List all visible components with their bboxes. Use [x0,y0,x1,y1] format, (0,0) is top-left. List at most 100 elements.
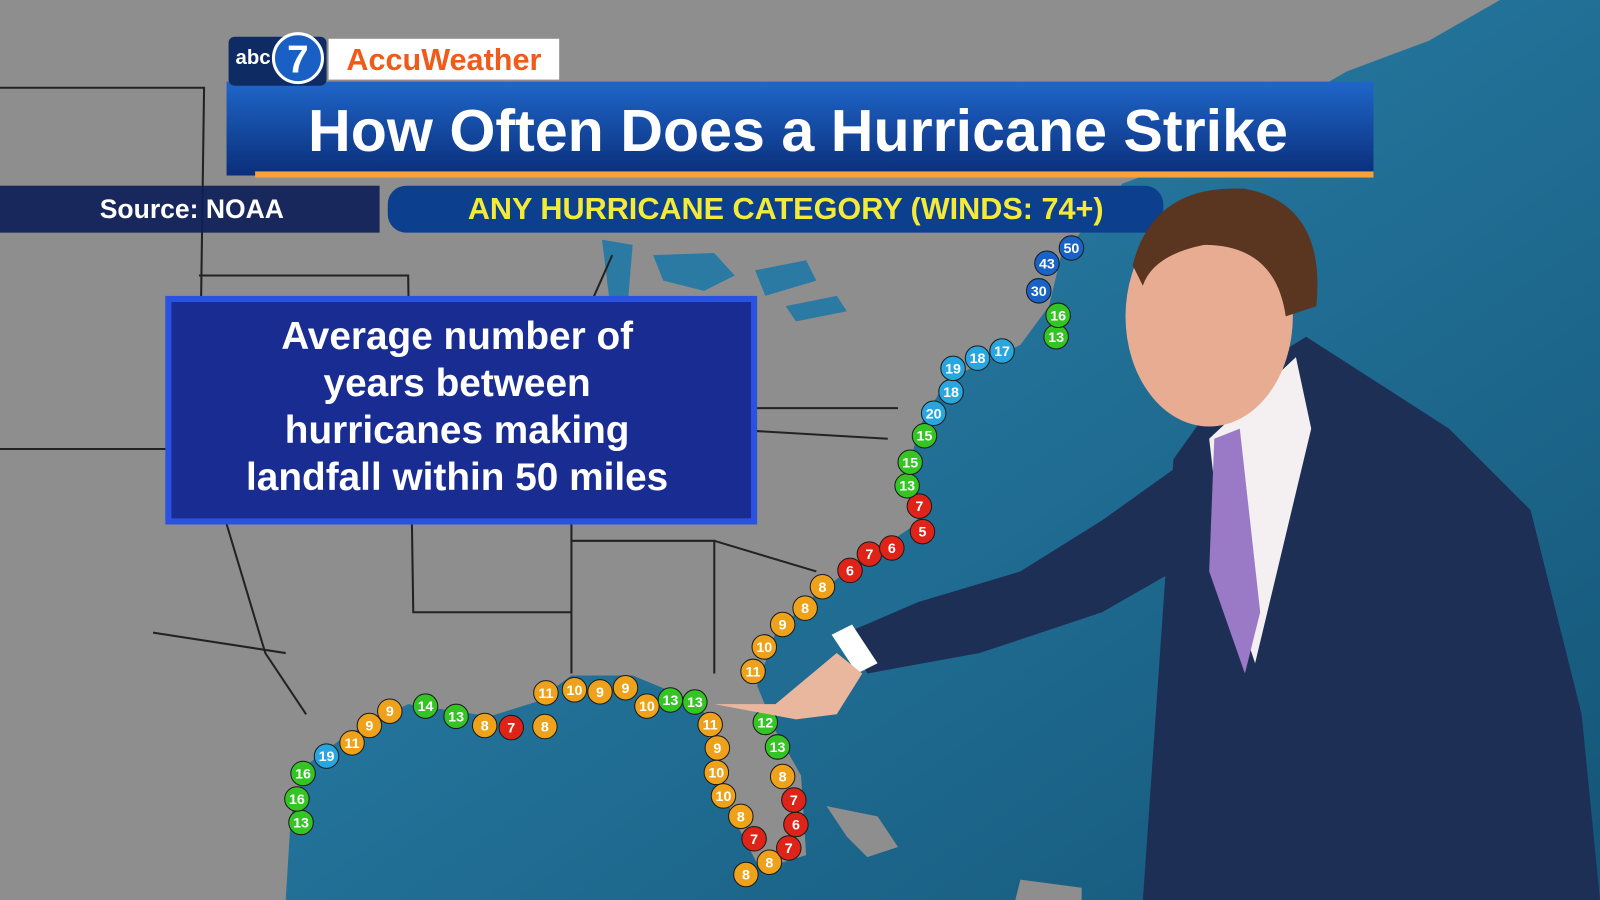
marker-label: 15 [902,455,918,471]
marker-label: 9 [779,618,787,634]
marker-label: 16 [289,792,305,808]
marker-label: 43 [1039,256,1055,272]
marker-label: 10 [708,765,724,781]
marker-label: 17 [994,344,1010,360]
marker-label: 7 [507,721,515,737]
marker-dot [284,786,310,812]
marker-dot [776,835,802,861]
info-line: hurricanes making [285,409,630,452]
marker-label: 8 [737,809,745,825]
marker-label: 9 [596,685,604,701]
marker-dot [587,679,613,705]
marker-label: 13 [1048,330,1064,346]
brand: AccuWeather [346,43,541,77]
source-bar [0,185,380,233]
marker-label: 11 [538,686,553,702]
marker-dot [769,611,796,638]
marker-dot [989,338,1015,364]
marker-dot [682,689,708,715]
title: How Often Does a Hurricane Strike [308,97,1288,164]
marker-label: 10 [716,789,732,805]
marker-dot [290,760,316,787]
logo-abc: abc [235,47,270,69]
marker-dot [741,826,767,852]
marker-dot [837,557,863,584]
marker-label: 6 [792,818,800,834]
marker-dot [740,658,766,685]
marker-label: 13 [448,709,464,725]
marker-label: 8 [742,868,750,884]
marker-label: 50 [1063,241,1079,257]
cuba [826,806,1082,900]
marker-label: 8 [779,770,787,786]
marker-label: 10 [756,640,772,656]
marker-dot [792,595,818,621]
marker-dot [697,711,723,738]
presenter [714,188,1600,900]
marker-label: 9 [386,704,394,720]
marker-label: 9 [622,681,630,697]
logo-circle [271,32,324,85]
marker-dot [764,734,791,760]
info-line: years between [324,362,591,405]
marker-dot [710,783,737,809]
marker-dot [1034,250,1060,277]
marker-dot [909,518,936,545]
marker-dot [532,713,558,740]
marker-dot [906,493,933,519]
marker-label: 7 [790,793,798,809]
marker-label: 10 [639,699,655,715]
marker-dot [781,787,807,813]
marker-label: 16 [1050,308,1066,324]
marker-dot [443,703,469,730]
marker-label: 8 [801,601,809,617]
marker-label: 13 [687,695,703,711]
marker-dot [728,803,754,830]
marker-label: 6 [888,541,896,557]
marker-dot [964,345,991,371]
marker-label: 19 [319,749,335,765]
marker-label: 30 [1031,284,1047,300]
marker-dot [634,693,660,719]
marker-dot [561,677,588,703]
marker-label: 9 [713,741,721,757]
marker-dot [940,355,966,382]
info-line: Average number of [281,315,633,358]
marker-dot [339,730,365,756]
great-lakes [602,239,847,322]
title-accent [255,171,1374,178]
marker-label: 13 [899,479,915,495]
subtitle-bar [387,185,1164,233]
marker-dot [498,714,524,741]
marker-label: 13 [293,815,309,831]
marker-label: 9 [365,719,373,735]
marker-label: 16 [295,766,311,782]
info-box [165,295,758,525]
marker-dot [412,693,439,719]
marker-label: 11 [746,664,761,680]
marker-label: 8 [481,719,489,735]
marker-label: 19 [945,361,961,377]
source: Source: NOAA [100,194,284,224]
marker-dot [1026,278,1052,304]
marker-label: 13 [770,740,786,756]
marker-label: 14 [418,699,434,715]
marker-dot [313,743,340,769]
marker-dot [471,712,498,739]
marker-dot [897,449,923,475]
title-bar [226,81,1374,176]
subtitle: ANY HURRICANE CATEGORY (WINDS: 74+) [468,192,1104,226]
marker-label: 7 [750,832,758,848]
marker-dot [356,712,383,739]
brand-box [328,38,560,80]
marker-dot [733,861,759,888]
marker-label: 13 [662,693,678,709]
marker-label: 20 [926,406,942,422]
marker-dot [703,759,730,786]
marker-dot [533,680,559,706]
marker-label: 8 [818,580,826,596]
marker-label: 7 [785,841,793,857]
